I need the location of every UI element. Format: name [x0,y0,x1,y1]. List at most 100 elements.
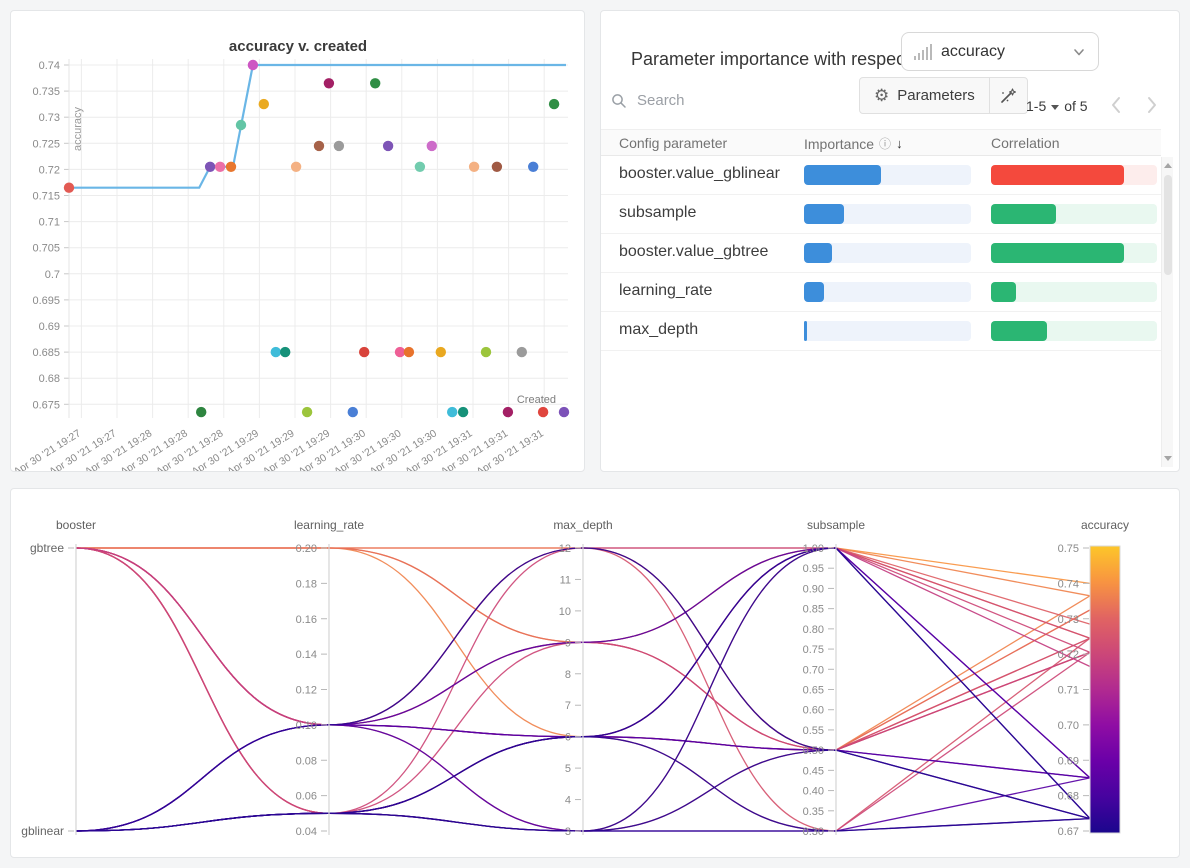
y-tick-label: 0.74 [39,60,60,72]
pagination-prev-icon[interactable] [1110,95,1124,115]
run-point[interactable] [258,98,269,110]
table-row[interactable]: subsample [601,195,1161,234]
run-point[interactable] [333,140,345,152]
search-input[interactable] [635,91,805,110]
run-point[interactable] [435,346,446,358]
run-line[interactable] [75,547,1091,832]
search-icon [612,93,626,108]
table-row[interactable]: max_depth [601,312,1161,351]
importance-bar-fill [804,204,845,224]
run-point[interactable] [457,406,469,418]
correlation-bar-fill [991,204,1056,224]
run-point[interactable] [403,346,415,358]
table-row[interactable]: booster.value_gbtree [601,234,1161,273]
run-point[interactable] [468,161,480,172]
correlation-bar [991,282,1157,302]
correlation-bar [991,243,1157,263]
run-point[interactable] [558,406,570,418]
run-line[interactable] [75,547,1091,832]
run-point[interactable] [280,346,291,358]
correlation-bar [991,321,1157,341]
run-point[interactable] [480,346,492,358]
run-point[interactable] [548,98,560,110]
run-point[interactable] [347,406,358,418]
importance-bar-fill [804,282,825,302]
y-tick-label: 0.715 [32,191,60,203]
sort-desc-icon[interactable]: ↓ [896,136,903,151]
run-point[interactable] [502,406,514,418]
parameters-button[interactable]: ⚙ Parameters [860,78,989,113]
axis-tick-label: 0.06 [296,791,317,803]
config-parameter-name: max_depth [619,321,699,338]
importance-bar [804,321,971,341]
axis-tick-label: 0.35 [803,806,824,818]
importance-bar-fill [804,243,833,263]
y-tick-label: 0.68 [39,373,60,385]
run-point[interactable] [196,406,207,418]
axis-tick-label: 3 [565,826,571,838]
importance-table-rows: booster.value_gblinear subsample booster.v… [601,156,1161,351]
run-point[interactable] [235,119,247,131]
y-tick-label: 0.71 [39,217,60,229]
run-point[interactable] [382,140,394,152]
run-point[interactable] [537,406,549,418]
axis-tick-label: 9 [565,637,571,649]
magic-wand-button[interactable] [988,78,1027,113]
run-point[interactable] [359,346,370,358]
run-point[interactable] [528,161,539,172]
run-point[interactable] [225,161,237,172]
scroll-down-icon[interactable] [1164,456,1172,461]
axis-tick-label: 12 [559,543,571,555]
metric-dropdown[interactable]: accuracy [901,32,1099,71]
panel-title: Parameter importance with respect to [631,49,931,69]
run-point[interactable] [516,346,527,358]
y-tick-label: 0.695 [32,295,60,307]
axis-tick-label: 5 [565,763,571,775]
scroll-up-icon[interactable] [1164,163,1172,168]
table-scrollbar[interactable] [1161,157,1173,467]
run-point[interactable] [247,59,259,71]
table-row[interactable]: learning_rate [601,273,1161,312]
axis-tick-label: 0.65 [803,685,824,697]
y-tick-label: 0.69 [39,321,60,333]
run-point[interactable] [447,406,458,418]
run-point[interactable] [394,346,406,358]
scrollbar-thumb[interactable] [1164,175,1172,275]
run-point[interactable] [323,78,335,89]
magic-wand-icon [1001,87,1017,103]
y-tick-label: 0.685 [32,347,60,359]
pagination[interactable]: 1-5 of 5 [1026,98,1088,114]
parallel-coordinates-panel: booster gbtree gblinear learning_rate 0.20 0.… [10,488,1180,858]
run-point[interactable] [301,406,313,418]
importance-bar [804,282,971,302]
pagination-next-icon[interactable] [1144,95,1158,115]
parameter-importance-panel: Parameter importance with respect to acc… [600,10,1180,472]
run-point[interactable] [214,161,226,172]
correlation-bar [991,204,1157,224]
axis-tick-label: 0.14 [296,649,317,661]
column-correlation[interactable]: Correlation [991,135,1060,151]
run-point[interactable] [313,140,325,152]
run-point[interactable] [63,182,75,193]
axis-tick-label: 0.85 [803,604,824,616]
run-point[interactable] [491,161,503,172]
info-icon[interactable]: ⓘ [879,137,892,151]
axis-tick-label: 0.75 [803,644,824,656]
run-point[interactable] [290,161,302,172]
importance-bar-fill [804,321,808,341]
axis-tick-label: 11 [560,574,571,586]
column-importance[interactable]: Importance ⓘ ↓ [804,135,903,152]
table-row[interactable]: booster.value_gblinear [601,156,1161,195]
y-tick-label: 0.73 [39,112,60,124]
scatter-chart[interactable]: accuracy v. created 0.74 0.735 0.73 0.725 0.7… [11,11,584,478]
axis-tick-label: 10 [559,606,571,618]
importance-bar [804,165,971,185]
table-toolbar-buttons: ⚙ Parameters [859,77,1028,114]
run-point[interactable] [426,140,437,152]
parallel-coordinates-chart[interactable]: booster gbtree gblinear learning_rate 0.20 0.… [11,489,1179,857]
run-point[interactable] [414,161,426,172]
run-point[interactable] [270,346,281,358]
run-point[interactable] [204,161,216,172]
run-point[interactable] [370,78,381,89]
axis-tick-label: 4 [565,795,571,807]
